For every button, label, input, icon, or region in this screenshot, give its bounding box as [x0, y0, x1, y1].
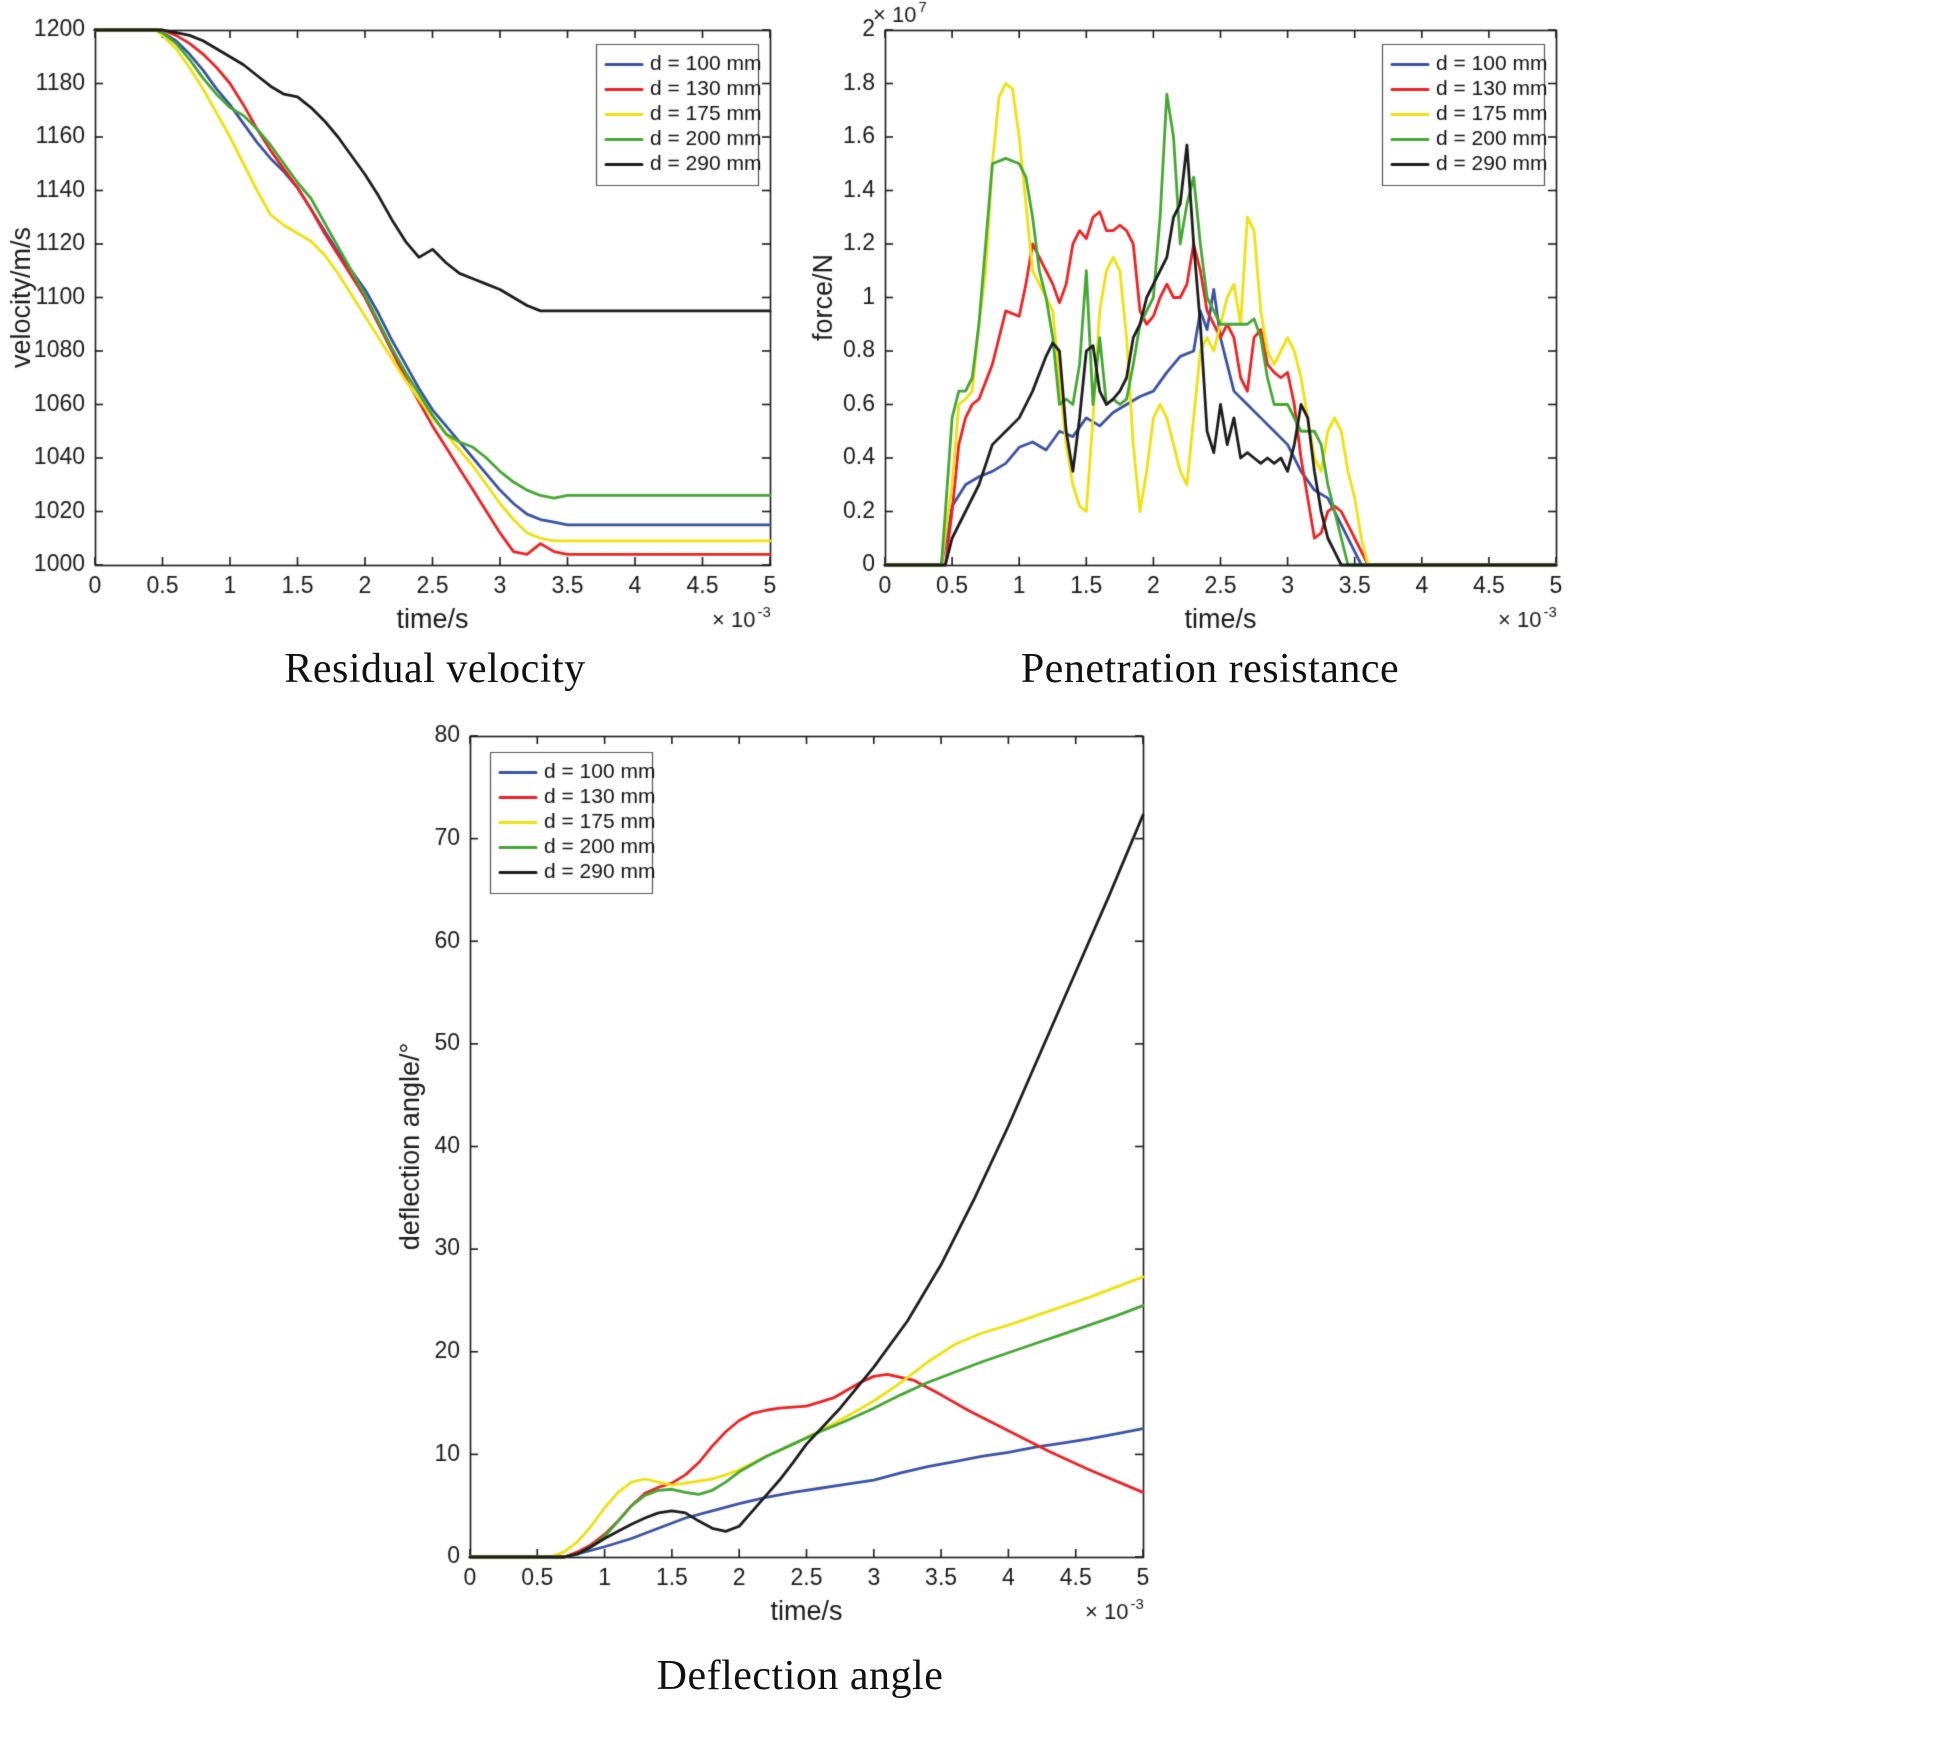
residual-velocity-chart: [0, 0, 850, 650]
penetration-resistance-caption: Penetration resistance: [1020, 646, 1400, 692]
penetration-resistance-chart: [790, 0, 1570, 650]
deflection-angle-caption: Deflection angle: [656, 1653, 944, 1699]
residual-velocity-caption: Residual velocity: [284, 646, 586, 692]
deflection-angle-chart: [380, 712, 1170, 1642]
